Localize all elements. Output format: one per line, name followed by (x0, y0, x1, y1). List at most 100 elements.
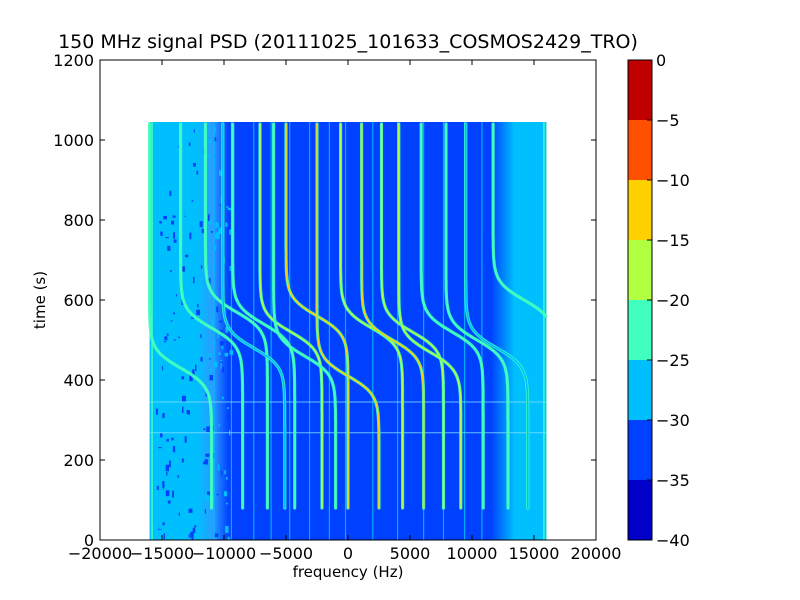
y-tick-label: 0 (84, 531, 94, 550)
noise-cell (225, 222, 228, 227)
noise-cell (183, 319, 186, 324)
noise-cell (167, 500, 171, 504)
noise-cell (181, 376, 185, 380)
noise-cell (230, 534, 232, 537)
noise-cell (194, 135, 197, 138)
noise-cell (170, 281, 173, 285)
noise-cell (205, 453, 210, 457)
noise-cell (161, 289, 166, 296)
signal-trace (397, 123, 462, 509)
noise-cell (207, 214, 210, 222)
noise-cell (190, 179, 192, 184)
noise-cell (162, 484, 164, 490)
noise-cell (168, 519, 173, 526)
signal-trace (204, 123, 269, 509)
noise-cell (213, 137, 217, 142)
noise-cell (215, 233, 217, 239)
y-tick-label: 1200 (53, 51, 94, 70)
noise-cell (220, 470, 222, 477)
noise-cell (217, 229, 222, 234)
noise-cell (157, 333, 161, 338)
noise-cell (176, 140, 179, 143)
noise-cell (218, 352, 221, 356)
noise-cell (214, 127, 216, 132)
noise-cell (166, 472, 168, 476)
noise-cell (178, 283, 181, 289)
noise-cell (209, 375, 214, 381)
noise-cell (206, 313, 208, 317)
noise-cell (164, 460, 167, 463)
colorbar-tick-label: −20 (656, 291, 690, 310)
signal-trace (339, 123, 404, 509)
signal-trace (316, 123, 380, 509)
noise-cell (165, 464, 169, 472)
noise-cell (207, 491, 211, 496)
colorbar-tick-label: −35 (656, 471, 690, 490)
noise-cell (178, 512, 180, 516)
noise-cell (221, 367, 225, 373)
heatmap-content (148, 122, 548, 540)
colorbar-tick-label: 0 (656, 51, 666, 70)
x-tick-label: 5000 (390, 544, 431, 563)
noise-cell (216, 493, 219, 496)
y-tick-label: 400 (63, 371, 94, 390)
noise-cell (219, 320, 223, 323)
noise-cell (172, 215, 176, 218)
signal-trace (464, 123, 529, 509)
noise-cell (190, 531, 194, 539)
signal-trace (420, 123, 485, 509)
signal-trace (445, 123, 509, 509)
noise-cell (200, 496, 202, 503)
noise-cell (182, 372, 186, 379)
noise-cell (182, 284, 185, 288)
noise-cell (182, 444, 185, 450)
noise-cell (189, 232, 192, 240)
noise-cell (200, 528, 204, 531)
noise-cell (173, 239, 177, 243)
noise-cell (173, 312, 176, 315)
noise-cell (171, 220, 175, 225)
noise-cell (168, 259, 171, 266)
noise-cell (200, 265, 203, 269)
chart-title: 150 MHz signal PSD (20111025_101633_COSM… (58, 31, 638, 53)
y-axis-ticks: 0 200 400 600 800 1000 1200 (53, 51, 596, 550)
noise-cell (214, 245, 217, 251)
noise-cell (194, 525, 197, 528)
noise-cell (200, 357, 203, 362)
noise-cell (181, 496, 185, 499)
signal-trace (148, 123, 213, 509)
noise-cell (221, 396, 224, 400)
noise-cell (211, 230, 213, 233)
noise-cell (172, 194, 175, 196)
noise-cell (219, 170, 223, 176)
x-axis-label: frequency (Hz) (293, 563, 404, 581)
noise-cell (225, 525, 229, 533)
noise-cell (156, 340, 159, 345)
noise-cell (155, 408, 158, 415)
noise-cell (197, 529, 200, 534)
noise-cell (188, 508, 193, 513)
signal-trace (272, 123, 337, 509)
x-tick-label: 15000 (509, 544, 560, 563)
signal-trace (360, 123, 425, 509)
noise-cell (173, 205, 176, 209)
noise-cell (174, 269, 176, 277)
noise-cell (225, 477, 228, 480)
noise-cell (196, 309, 201, 316)
noise-cell (220, 360, 223, 362)
noise-cell (182, 473, 187, 477)
noise-cell (193, 129, 195, 133)
noise-cell (193, 276, 195, 284)
noise-cell (219, 329, 223, 334)
noise-cell (182, 406, 184, 414)
noise-cell (197, 304, 199, 308)
noise-cell (217, 464, 220, 471)
colorbar-tick-label: −30 (656, 411, 690, 430)
colorbar-segment (628, 60, 652, 120)
y-axis-label: time (s) (31, 271, 49, 329)
noise-cell (204, 536, 206, 539)
noise-cell (169, 460, 171, 468)
noise-cell (208, 534, 211, 537)
noise-cell (227, 496, 230, 503)
